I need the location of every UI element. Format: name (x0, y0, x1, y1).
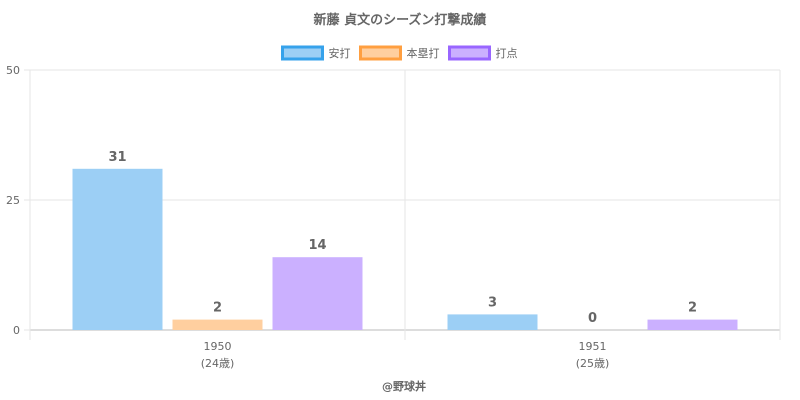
data-label: 2 (213, 301, 222, 316)
bars (72, 168, 738, 330)
bar[interactable] (272, 257, 363, 330)
x-tick-sublabel: (24歳) (201, 357, 235, 370)
data-label: 2 (688, 301, 697, 316)
x-tick-label: 1951 (579, 340, 607, 353)
y-tick-label: 50 (6, 64, 20, 77)
bar[interactable] (447, 314, 538, 330)
bar[interactable] (647, 319, 738, 330)
legend-item[interactable]: 打点 (448, 45, 518, 61)
bar[interactable] (172, 319, 263, 330)
legend-item[interactable]: 本塁打 (359, 45, 440, 61)
data-label: 31 (108, 150, 126, 165)
legend[interactable]: 安打 本塁打 打点 (281, 45, 518, 61)
x-tick-sublabel: (25歳) (576, 357, 610, 370)
data-label: 14 (308, 238, 326, 253)
legend-swatch (281, 45, 324, 61)
y-tick-label: 0 (13, 324, 20, 337)
data-label: 3 (488, 295, 497, 310)
legend-swatch (359, 45, 402, 61)
value-labels: 31 2 14 1950 (24歳) 3 0 2 1951 (25歳) (108, 150, 697, 370)
data-label: 0 (588, 311, 597, 326)
bar[interactable] (72, 168, 163, 330)
credit-text: @野球丼 (382, 379, 426, 393)
y-tick-label: 25 (6, 194, 20, 207)
legend-label: 本塁打 (407, 46, 440, 60)
chart-title: 新藤 貞文のシーズン打撃成績 (314, 12, 487, 28)
x-tick-label: 1950 (204, 340, 232, 353)
legend-label: 打点 (496, 46, 518, 60)
legend-item[interactable]: 安打 (281, 45, 351, 61)
legend-label: 安打 (329, 46, 351, 60)
legend-swatch (448, 45, 491, 61)
